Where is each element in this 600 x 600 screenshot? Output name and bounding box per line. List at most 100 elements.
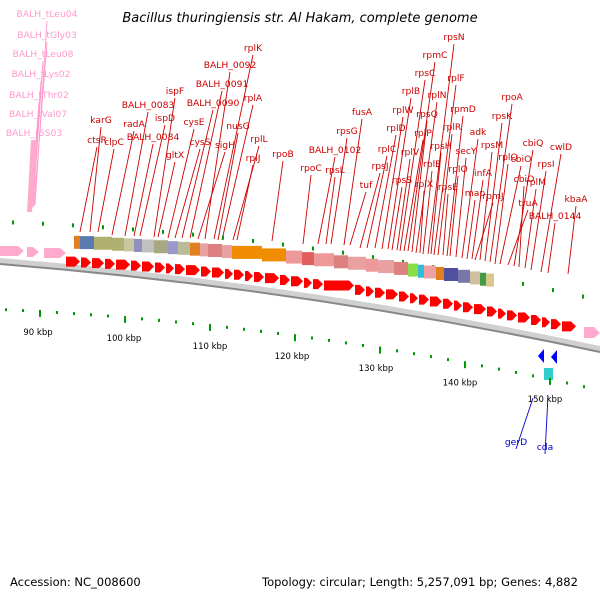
gene-label: BALH_0102 — [309, 145, 362, 156]
cds-arrow — [201, 266, 211, 277]
scale-tick — [226, 325, 228, 329]
cds-arrow — [542, 317, 550, 328]
cog-block — [480, 272, 486, 286]
gene-connector — [437, 133, 453, 256]
gene-label: rpsM — [481, 140, 503, 151]
cds-arrow — [212, 267, 224, 278]
gene-connector — [366, 155, 388, 249]
cds-arrow — [81, 257, 91, 268]
cog-block — [348, 256, 366, 270]
scale-tick — [243, 327, 245, 331]
outer-tick — [162, 229, 164, 234]
gene-label: BALH_0090 — [187, 98, 240, 109]
cds-arrow — [419, 294, 429, 305]
gene-label: rpmD — [450, 104, 476, 115]
gene-label: rplX — [415, 179, 433, 190]
trna-label: BALH_tVal07 — [9, 109, 67, 120]
gene-connector — [374, 134, 397, 249]
gene-connector — [518, 185, 525, 268]
trna-label: BALH_tLeu04 — [17, 9, 78, 20]
gene-label: rpsE — [438, 182, 458, 193]
scale-tick-label: 150 kbp — [528, 395, 563, 405]
gene-connector — [167, 128, 195, 239]
gene-label: rplD — [386, 123, 405, 134]
cog-block — [444, 268, 458, 282]
gene-connector — [455, 157, 467, 258]
gene-connector — [442, 193, 449, 256]
gene-label: rpsK — [492, 111, 513, 122]
gene-label: rplB — [402, 86, 420, 97]
scale-tick — [56, 310, 58, 314]
cds-arrow — [366, 286, 374, 297]
cog-block — [486, 273, 494, 287]
scale-tick-label: 110 kbp — [193, 342, 228, 352]
gene-connector — [330, 137, 348, 245]
gene-connector — [213, 54, 254, 240]
gene-label: rpoB — [272, 149, 294, 160]
reverse-gene-label: gerD — [505, 437, 527, 448]
scale-tick — [124, 315, 126, 323]
gene-connector — [446, 115, 464, 257]
outer-tick — [552, 288, 554, 293]
outer-tick — [42, 221, 44, 226]
outer-tick — [252, 238, 254, 243]
trna-arrow — [44, 248, 66, 258]
genome-backbone — [0, 258, 600, 353]
gene-label: rpmJ — [482, 191, 503, 202]
cog-block — [302, 252, 314, 266]
gene-label: nusG — [226, 121, 250, 132]
cds-arrow — [399, 291, 409, 302]
gene-label: rpsH — [430, 141, 451, 152]
gene-connector — [139, 124, 166, 237]
cog-block — [262, 248, 286, 262]
cds-arrow — [551, 319, 561, 330]
gene-connector — [396, 158, 411, 251]
cog-block — [74, 235, 80, 249]
gene-connector — [427, 43, 455, 255]
cog-block — [168, 241, 178, 255]
trna-label: BALH_r5S03 — [6, 128, 63, 139]
gene-label: rplC — [378, 144, 397, 155]
gene-label: clpC — [104, 137, 124, 148]
gene-connector — [411, 120, 428, 253]
gene-label: rplF — [447, 73, 464, 84]
gene-label: rplO — [448, 164, 467, 175]
cog-block — [124, 238, 134, 252]
reverse-gene-connector — [544, 395, 549, 455]
cog-block — [80, 236, 94, 250]
trna-cluster-bar — [27, 140, 37, 212]
cog-block — [314, 253, 334, 267]
gene-connector — [174, 148, 201, 239]
gene-label: rpsC — [415, 68, 436, 79]
trna-arrow — [0, 246, 24, 256]
cds-arrow — [155, 262, 165, 273]
gene-connector — [507, 209, 529, 266]
gene-connector — [449, 175, 459, 257]
gene-connector — [217, 132, 239, 241]
gene-label: adk — [470, 127, 487, 138]
gene-connector — [430, 152, 442, 255]
outer-tick — [522, 281, 524, 286]
cds-arrow — [386, 289, 398, 300]
cds-arrow — [443, 298, 453, 309]
cds-arrow — [304, 277, 312, 288]
gene-label: map — [465, 188, 486, 199]
cog-block — [394, 261, 408, 275]
gene-connector — [236, 164, 254, 241]
trna-label: BALH_tGly03 — [17, 30, 77, 41]
gene-connector — [302, 174, 312, 245]
gene-label: rpmC — [423, 50, 448, 61]
gene-label: secY — [455, 146, 476, 157]
genome-title: Bacillus thuringiensis str. Al Hakam, co… — [122, 11, 477, 26]
gene-label: rpsJ — [371, 161, 388, 172]
gene-connector — [433, 84, 457, 256]
gene-connector — [461, 138, 479, 259]
gene-label: rplW — [392, 105, 413, 116]
scale-tick — [260, 329, 262, 333]
cds-arrow — [463, 302, 473, 313]
gene-label: kbaA — [564, 194, 588, 205]
cds-arrow — [324, 280, 354, 291]
scale-tick — [498, 367, 500, 371]
cog-block — [458, 269, 470, 283]
gene-connector — [97, 148, 115, 233]
